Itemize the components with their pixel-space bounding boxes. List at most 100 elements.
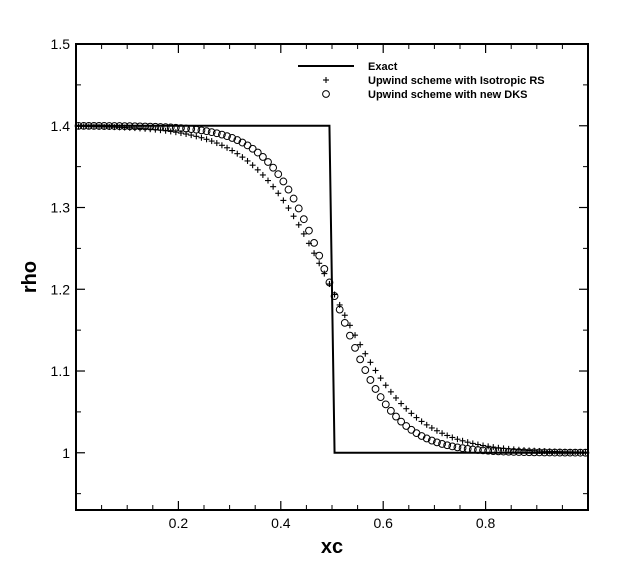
data-point-circle [228,134,237,142]
data-point-circle [525,448,534,457]
data-point-circle [182,124,190,133]
data-point-circle [253,148,262,157]
legend-circle-symbol [322,90,330,98]
data-point-circle [356,355,365,364]
data-point-plus [449,434,456,441]
data-point-plus [280,197,287,204]
data-point-circle [197,126,206,135]
data-point-circle [412,429,421,438]
data-point-plus [172,129,179,136]
data-point-circle [448,442,457,451]
data-point-circle [545,448,554,457]
data-point-plus [464,439,471,446]
data-point-plus [341,312,348,319]
y-tick-label: 1.1 [51,363,71,379]
y-tick-label: 1 [62,445,70,461]
data-point-plus [311,250,318,257]
data-point-plus [218,142,225,149]
data-point-circle [474,446,482,454]
legend-label: Upwind scheme with new DKS [368,89,528,101]
data-point-plus [259,171,266,178]
data-point-plus [357,341,364,348]
data-point-circle [433,438,441,447]
data-point-circle [248,144,257,153]
data-point-circle [417,432,426,440]
data-point-plus [387,388,394,395]
data-point-circle [161,123,170,132]
x-tick-label: 0.2 [169,515,189,531]
data-point-plus [398,400,405,407]
data-point-circle [115,122,124,130]
data-point-circle [550,448,559,457]
data-point-plus [198,134,205,141]
data-point-circle [330,292,339,300]
data-point-plus [469,440,476,447]
data-point-plus [459,437,466,444]
data-point-plus [285,205,292,212]
x-tick-label: 0.8 [476,515,496,531]
data-point-circle [289,194,298,203]
data-point-circle [479,446,487,455]
data-point-plus [316,260,323,267]
data-point-circle [100,122,109,130]
data-point-circle [187,125,196,133]
data-point-circle [294,204,303,213]
data-point-circle [468,445,477,454]
data-point-circle [130,122,139,131]
data-point-circle [171,123,180,132]
data-point-circle [243,141,252,150]
data-point-plus [408,410,415,417]
data-point-plus [433,427,440,434]
data-point-plus [346,322,353,329]
data-point-circle [136,122,144,131]
data-point-circle [125,122,134,131]
data-point-circle [95,122,103,130]
data-point-plus [428,424,435,431]
data-point-plus [188,132,195,139]
data-point-circle [535,448,544,457]
data-point-circle [202,127,211,136]
data-point-circle [284,185,293,194]
axes: 0.2 0.4 0.6 0.8 1 1.1 1.2 1.3 1.4 1.5 [51,36,588,531]
data-point-circle [489,447,498,455]
data-point-plus [229,147,236,154]
data-point-plus [372,367,379,374]
data-point-plus [239,154,246,161]
data-point-plus [382,382,389,389]
data-point-circle [422,434,431,443]
data-point-circle [453,443,462,452]
data-point-circle [325,278,334,287]
data-point-plus [275,190,282,197]
data-point-circle [320,265,329,273]
data-point-circle [530,448,539,457]
data-point-plus [393,394,399,401]
data-point-circle [561,448,569,457]
data-point-circle [151,122,160,131]
data-point-plus [208,138,215,145]
data-point-circle [192,125,201,134]
data-point-plus [362,350,369,357]
data-point-circle [79,121,88,130]
data-point-circle [279,177,288,186]
data-point-circle [443,441,452,450]
data-point-plus [321,270,328,277]
data-point-circle [555,448,564,457]
data-point-circle [571,448,580,457]
data-point-circle [269,163,278,172]
data-point-circle [407,425,416,434]
data-point-circle [177,124,185,133]
y-tick-label: 1.3 [51,200,71,216]
data-point-circle [218,130,226,139]
legend-label: Exact [368,61,398,73]
data-point-circle [520,448,528,457]
data-point-circle [463,444,472,453]
data-point-circle [156,123,165,131]
data-point-plus [213,140,220,147]
data-point-plus [254,166,261,173]
data-point-circle [84,121,93,130]
data-point-circle [264,158,272,166]
plot-series [74,121,590,457]
data-point-circle [458,444,467,453]
data-point-circle [427,436,436,445]
